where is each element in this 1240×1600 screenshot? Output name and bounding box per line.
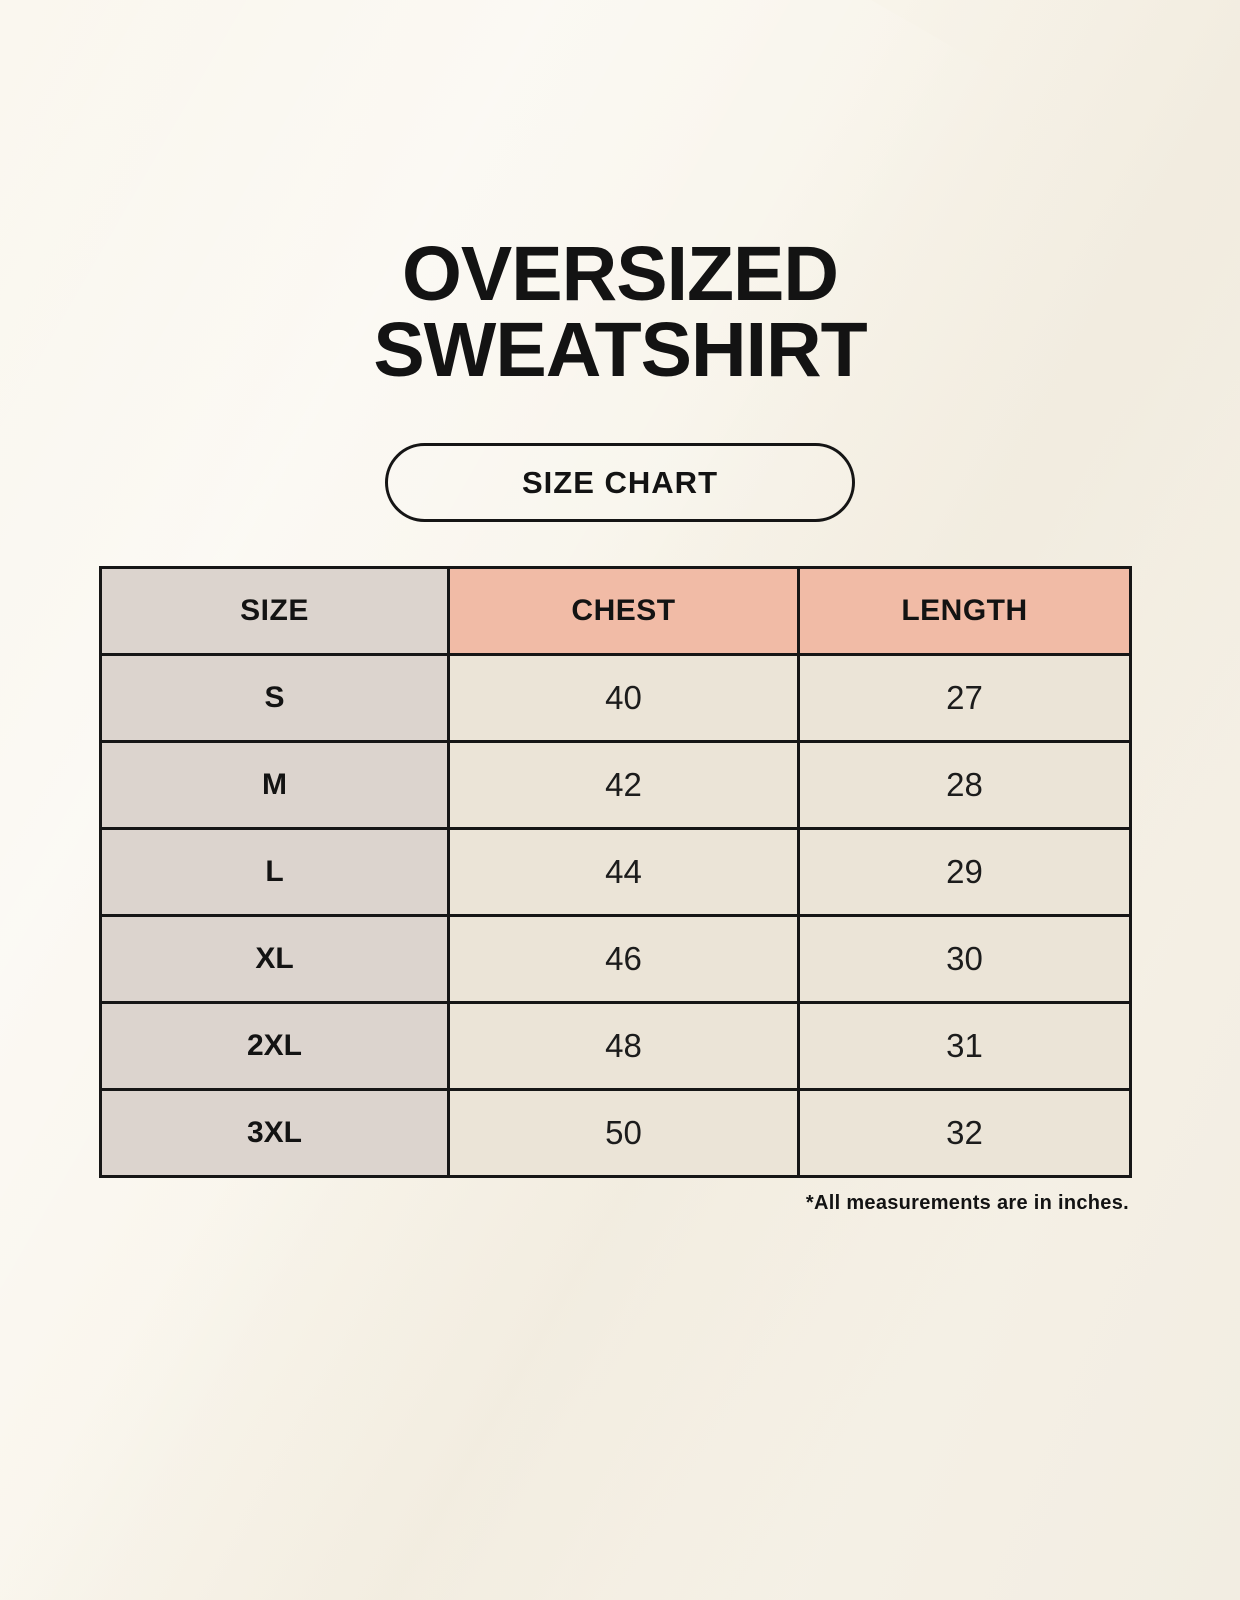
header-cell-size: SIZE — [99, 566, 450, 657]
size-cell: 2XL — [99, 1001, 450, 1092]
length-cell: 28 — [797, 740, 1132, 831]
table-row: M 42 28 — [99, 740, 1132, 831]
table-row: XL 46 30 — [99, 914, 1132, 1005]
table-row: 2XL 48 31 — [99, 1001, 1132, 1092]
size-cell: L — [99, 827, 450, 918]
page-title: OVERSIZED SWEATSHIRT — [0, 0, 1240, 388]
size-table: SIZE CHEST LENGTH S 40 27 M 42 28 L 44 29 XL 46 30 2… — [99, 566, 1132, 1179]
header-cell-chest: CHEST — [447, 566, 800, 657]
length-cell: 29 — [797, 827, 1132, 918]
size-cell: 3XL — [99, 1088, 450, 1179]
length-cell: 30 — [797, 914, 1132, 1005]
page-title-line-1: OVERSIZED — [402, 231, 839, 317]
measurements-footnote: *All measurements are in inches. — [805, 1192, 1129, 1215]
page-title-line-2: SWEATSHIRT — [373, 307, 867, 394]
length-cell: 32 — [797, 1088, 1132, 1179]
length-cell: 31 — [797, 1001, 1132, 1092]
chest-cell: 50 — [447, 1088, 800, 1179]
size-table-body: S 40 27 M 42 28 L 44 29 XL 46 30 2XL 48 31 3XL 50 32 — [99, 653, 1132, 1179]
length-cell: 27 — [797, 653, 1132, 744]
size-table-header: SIZE CHEST LENGTH — [99, 566, 1132, 657]
chest-cell: 44 — [447, 827, 800, 918]
size-chart-button-label: SIZE CHART — [522, 464, 718, 500]
table-row: 3XL 50 32 — [99, 1088, 1132, 1179]
chest-cell: 42 — [447, 740, 800, 831]
size-chart-button[interactable]: SIZE CHART — [385, 443, 855, 523]
table-row: L 44 29 — [99, 827, 1132, 918]
chest-cell: 40 — [447, 653, 800, 744]
table-row: S 40 27 — [99, 653, 1132, 744]
size-cell: XL — [99, 914, 450, 1005]
chest-cell: 46 — [447, 914, 800, 1005]
header-row: SIZE CHEST LENGTH — [99, 566, 1132, 657]
chest-cell: 48 — [447, 1001, 800, 1092]
size-cell: S — [99, 653, 450, 744]
header-cell-length: LENGTH — [797, 566, 1132, 657]
size-cell: M — [99, 740, 450, 831]
